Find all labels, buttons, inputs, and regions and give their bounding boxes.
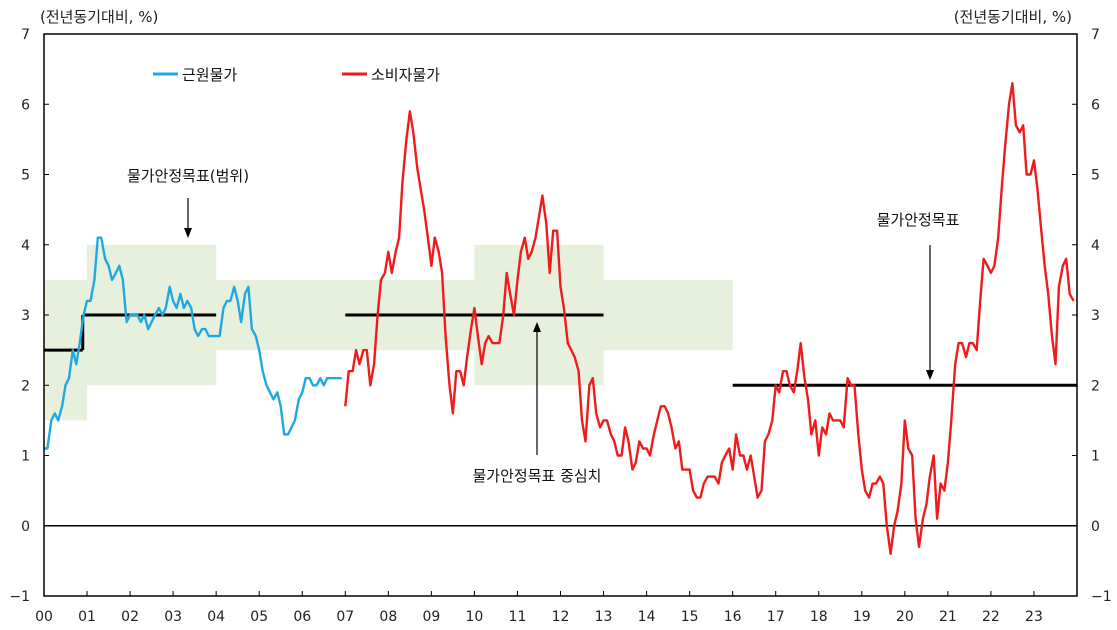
x-tick-label: 05 xyxy=(250,609,268,625)
annotation-center-label: 물가안정목표 중심치 xyxy=(473,467,602,485)
y-tick-label-right: 6 xyxy=(1091,97,1100,113)
x-tick-label: 17 xyxy=(767,609,785,625)
x-tick-label: 10 xyxy=(466,609,484,625)
legend: 근원물가 소비자물가 xyxy=(153,66,440,84)
x-tick-label: 23 xyxy=(1025,609,1043,625)
x-tick-label: 03 xyxy=(164,609,182,625)
x-tick-label: 01 xyxy=(78,609,96,625)
y-tick-label-left: −1 xyxy=(9,589,30,605)
series-line-cpi xyxy=(344,82,1075,556)
x-tick-label: 09 xyxy=(422,609,440,625)
x-tick-label: 21 xyxy=(939,609,957,625)
y-tick-label-left: 4 xyxy=(21,238,30,254)
x-tick-label: 06 xyxy=(293,609,311,625)
annotation-band-arrowhead xyxy=(184,228,192,238)
y-tick-label-right: 1 xyxy=(1091,449,1100,465)
y-tick-label-right: 4 xyxy=(1091,238,1100,254)
x-tick-label: 11 xyxy=(509,609,527,625)
series-line-core xyxy=(44,236,342,450)
y-tick-label-right: 5 xyxy=(1091,168,1100,184)
x-tick-label: 22 xyxy=(982,609,1000,625)
y-tick-label-left: 5 xyxy=(21,168,30,184)
y-tick-label-left: 2 xyxy=(21,378,30,394)
target-bands xyxy=(44,244,733,421)
y-tick-label-left: 6 xyxy=(21,97,30,113)
annotation-band-label: 물가안정목표(범위) xyxy=(127,167,249,185)
x-tick-label: 19 xyxy=(853,609,871,625)
x-tick-label: 00 xyxy=(35,609,53,625)
x-tick-label: 20 xyxy=(896,609,914,625)
series-group xyxy=(44,82,1075,556)
x-tick-label: 15 xyxy=(681,609,699,625)
y-tick-label-right: −1 xyxy=(1091,589,1112,605)
x-tick-label: 14 xyxy=(638,609,656,625)
annotation-target-label: 물가안정목표 xyxy=(877,211,960,229)
x-tick-label: 13 xyxy=(595,609,613,625)
y-tick-label-left: 0 xyxy=(21,519,30,535)
y-tick-label-right: 7 xyxy=(1091,27,1100,43)
annotation-target-arrowhead xyxy=(926,370,934,380)
x-tick-label: 12 xyxy=(552,609,570,625)
y-tick-label-right: 2 xyxy=(1091,378,1100,394)
unit-left: (전년동기대비, %) xyxy=(40,8,158,26)
legend-label-core: 근원물가 xyxy=(182,66,237,84)
legend-label-cpi: 소비자물가 xyxy=(371,66,440,84)
y-tick-label-left: 1 xyxy=(21,449,30,465)
x-tick-label: 18 xyxy=(810,609,828,625)
y-tick-label-right: 3 xyxy=(1091,308,1100,324)
x-tick-label: 16 xyxy=(724,609,742,625)
annotations: 물가안정목표(범위) 물가안정목표 중심치 물가안정목표 xyxy=(127,167,960,485)
y-tick-label-right: 0 xyxy=(1091,519,1100,535)
axis-ticks: 7 76 65 54 43 32 21 10 0−1 −100 01 02 03 04 05 06 07 08 09… xyxy=(9,27,1111,625)
x-tick-label: 02 xyxy=(121,609,139,625)
annotation-center-arrowhead xyxy=(533,322,541,332)
x-tick-label: 04 xyxy=(207,609,225,625)
unit-right: (전년동기대비, %) xyxy=(954,8,1072,26)
target-band-4 xyxy=(603,279,733,351)
x-tick-label: 07 xyxy=(336,609,354,625)
y-tick-label-left: 7 xyxy=(21,27,30,43)
x-tick-label: 08 xyxy=(379,609,397,625)
y-tick-label-left: 3 xyxy=(21,308,30,324)
